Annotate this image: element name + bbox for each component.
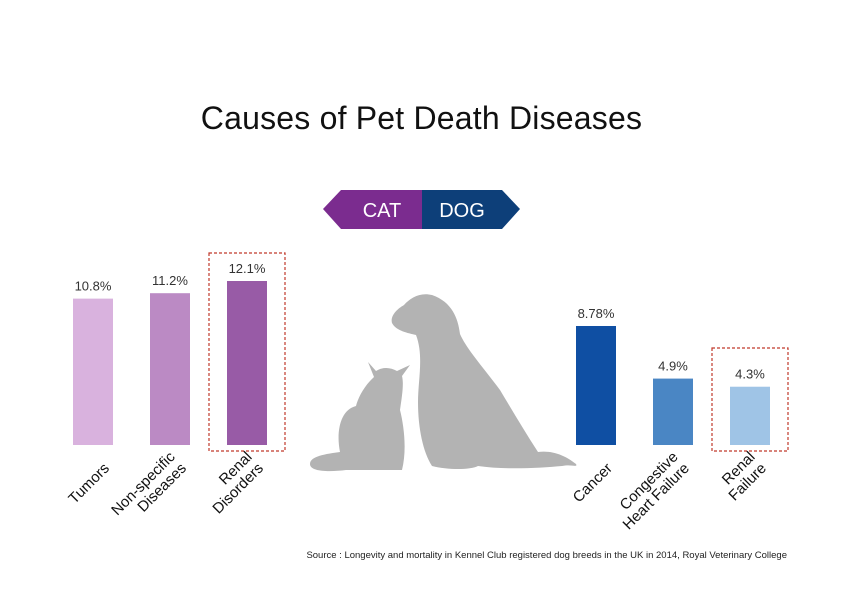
cat-silhouette-icon — [310, 362, 410, 472]
highlight-box-renal-failure — [711, 347, 789, 452]
data-label-renal-failure: 4.3% — [735, 367, 765, 382]
dog-silhouette-icon — [391, 294, 577, 469]
bar-congestive-heart-failure — [653, 378, 693, 445]
category-label-cancer: Cancer — [570, 460, 616, 506]
dog-toggle-label: DOG — [439, 200, 485, 222]
category-label-non-specific-diseases: Non-specificDiseases — [108, 448, 190, 530]
bar-renal-disorders — [227, 281, 267, 445]
data-label-tumors: 10.8% — [75, 279, 112, 294]
bar-renal-failure — [730, 386, 770, 445]
cat-dog-toggle: CAT DOG — [323, 190, 520, 229]
category-label-renal-disorders: RenalDisorders — [198, 449, 267, 518]
cat-toggle-tab[interactable] — [323, 190, 422, 229]
highlight-box-renal-disorders — [208, 252, 286, 452]
category-label-congestive-heart-failure: CongestiveHeart Failure — [608, 449, 693, 534]
dog-toggle-tab[interactable] — [422, 190, 520, 229]
pets-illustration — [310, 294, 577, 472]
bar-cancer — [576, 325, 616, 445]
bar-tumors — [73, 298, 113, 445]
data-label-renal-disorders: 12.1% — [229, 261, 266, 276]
category-label-tumors: Tumors — [65, 460, 113, 508]
chart-title: Causes of Pet Death Diseases — [200, 100, 643, 136]
cat-toggle-label: CAT — [363, 200, 402, 222]
data-label-cancer: 8.78% — [578, 306, 615, 321]
data-label-congestive-heart-failure: 4.9% — [658, 359, 688, 374]
bar-non-specific-diseases — [150, 293, 190, 445]
source-note: Source : Longevity and mortality in Kenn… — [306, 550, 787, 561]
data-label-non-specific-diseases: 11.2% — [152, 273, 188, 288]
category-label-renal-failure: RenalFailure — [714, 449, 770, 505]
